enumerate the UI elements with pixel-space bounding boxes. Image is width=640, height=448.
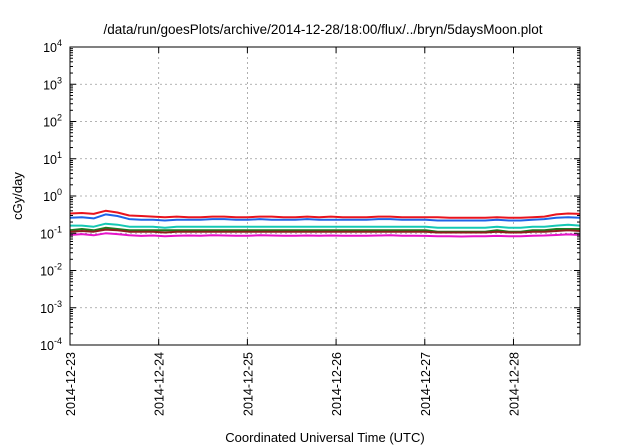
y-axis-label: cGy/day	[10, 172, 25, 220]
x-axis-label: Coordinated Universal Time (UTC)	[225, 430, 424, 445]
y-tick-label: 104	[43, 38, 62, 55]
series-line	[69, 213, 581, 222]
y-tick-label: 10-2	[40, 262, 62, 279]
series-line	[69, 228, 581, 234]
x-tick-label: 2014-12-25	[241, 352, 255, 416]
x-tick-label: 2014-12-28	[507, 352, 521, 416]
x-tick-label: 2014-12-23	[64, 352, 78, 416]
grid	[70, 47, 580, 345]
series-line	[70, 222, 581, 229]
x-tick-label: 2014-12-27	[419, 352, 433, 416]
x-tick-label: 2014-12-26	[330, 352, 344, 416]
x-tick-label: 2014-12-24	[153, 352, 167, 416]
series-lines	[69, 209, 581, 238]
y-axis: 10-4 10-3 10-2 10-1 100 101 102 103 104	[40, 38, 580, 353]
x-axis: 2014-12-23 2014-12-24 2014-12-25 2014-12-26…	[64, 47, 521, 416]
series-line	[69, 232, 581, 238]
series-line	[69, 226, 580, 233]
y-tick-label: 10-4	[40, 336, 62, 353]
series-line	[69, 209, 581, 219]
y-tick-label: 10-3	[40, 299, 62, 316]
y-tick-label: 102	[43, 113, 62, 130]
chart-title: /data/run/goesPlots/archive/2014-12-28/1…	[103, 22, 542, 37]
y-tick-label: 100	[43, 187, 62, 204]
y-tick-label: 10-1	[40, 224, 62, 241]
y-tick-label: 103	[43, 75, 62, 92]
y-tick-label: 101	[43, 150, 62, 167]
